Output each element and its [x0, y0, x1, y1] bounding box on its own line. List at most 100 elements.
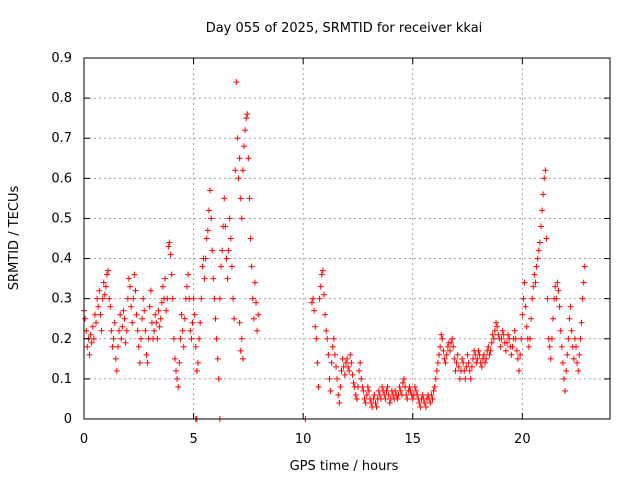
- data-point: [162, 275, 169, 282]
- axis-ticks: [83, 57, 610, 420]
- data-point: [107, 303, 114, 310]
- data-point: [219, 247, 226, 254]
- data-point: [555, 287, 562, 294]
- data-point: [482, 359, 489, 366]
- data-point: [454, 351, 461, 358]
- data-point: [87, 331, 94, 338]
- data-point: [509, 343, 516, 350]
- y-tick-label: 0.3: [51, 292, 72, 307]
- data-point: [326, 375, 333, 382]
- data-point: [216, 295, 223, 302]
- data-point: [345, 363, 352, 370]
- data-point: [503, 339, 510, 346]
- data-point: [478, 363, 485, 370]
- data-point: [122, 339, 129, 346]
- data-point: [461, 367, 468, 374]
- data-point: [483, 355, 490, 362]
- data-point: [250, 315, 257, 322]
- data-point: [497, 343, 504, 350]
- data-point: [189, 319, 196, 326]
- data-point: [315, 383, 322, 390]
- data-point: [167, 251, 174, 258]
- data-point: [90, 335, 97, 342]
- y-tick-label: 0.5: [51, 211, 72, 226]
- data-point: [346, 367, 353, 374]
- data-point: [493, 319, 500, 326]
- tick-labels: 0 0.1 0.2 0.3 0.4 0.5 0.6 0.7 0.8 0.9 0 5 10 15 20: [51, 51, 530, 447]
- data-point: [203, 235, 210, 242]
- data-point: [520, 295, 527, 302]
- data-point: [248, 263, 255, 270]
- data-point: [443, 351, 450, 358]
- data-point: [353, 395, 360, 402]
- data-point: [512, 335, 519, 342]
- data-point: [175, 383, 182, 390]
- data-point: [573, 343, 580, 350]
- data-point: [245, 155, 252, 162]
- data-point: [214, 355, 221, 362]
- data-point: [114, 343, 121, 350]
- data-point: [568, 327, 575, 334]
- data-point: [88, 339, 95, 346]
- data-point: [188, 335, 195, 342]
- data-point: [224, 275, 231, 282]
- data-point: [521, 279, 528, 286]
- data-point: [328, 359, 335, 366]
- data-point: [495, 331, 502, 338]
- data-point: [344, 355, 350, 362]
- data-point: [427, 399, 434, 406]
- data-point: [89, 323, 96, 330]
- data-point: [204, 227, 211, 234]
- data-point: [322, 311, 329, 318]
- data-point: [463, 363, 470, 370]
- data-point: [128, 303, 135, 310]
- data-point: [233, 79, 240, 86]
- data-point: [411, 383, 418, 390]
- data-point: [460, 359, 467, 366]
- data-point: [253, 299, 260, 306]
- data-point: [358, 375, 365, 382]
- data-point: [164, 295, 171, 302]
- data-point: [488, 339, 495, 346]
- data-point: [104, 271, 111, 278]
- data-point: [244, 111, 251, 118]
- data-point: [235, 175, 242, 182]
- data-point: [448, 339, 455, 346]
- data-point: [406, 383, 413, 390]
- x-tick-label: 15: [404, 432, 421, 447]
- data-point: [480, 351, 487, 358]
- data-point: [133, 311, 140, 318]
- data-point: [147, 287, 154, 294]
- data-point: [537, 223, 544, 230]
- data-point: [158, 299, 165, 306]
- data-point: [417, 403, 424, 410]
- data-point: [579, 295, 586, 302]
- data-point: [177, 335, 184, 342]
- data-point: [211, 295, 218, 302]
- y-tick-label: 0.7: [51, 131, 72, 146]
- data-point: [421, 399, 428, 406]
- data-point: [489, 331, 496, 338]
- data-point: [123, 327, 130, 334]
- data-point: [338, 367, 345, 374]
- data-point: [141, 307, 148, 314]
- data-point: [386, 399, 393, 406]
- data-point: [130, 295, 137, 302]
- data-point: [105, 267, 112, 274]
- data-point: [431, 383, 438, 390]
- data-point: [113, 367, 120, 374]
- data-point: [194, 359, 201, 366]
- data-point: [554, 279, 561, 286]
- data-point: [168, 271, 175, 278]
- data-point: [225, 247, 232, 254]
- data-point: [221, 195, 228, 202]
- data-point: [566, 315, 573, 322]
- data-point: [453, 359, 460, 366]
- data-point: [359, 383, 366, 390]
- data-point: [243, 115, 250, 122]
- data-point: [102, 283, 109, 290]
- data-point: [165, 243, 172, 250]
- data-series: [81, 79, 588, 422]
- data-point: [357, 359, 364, 366]
